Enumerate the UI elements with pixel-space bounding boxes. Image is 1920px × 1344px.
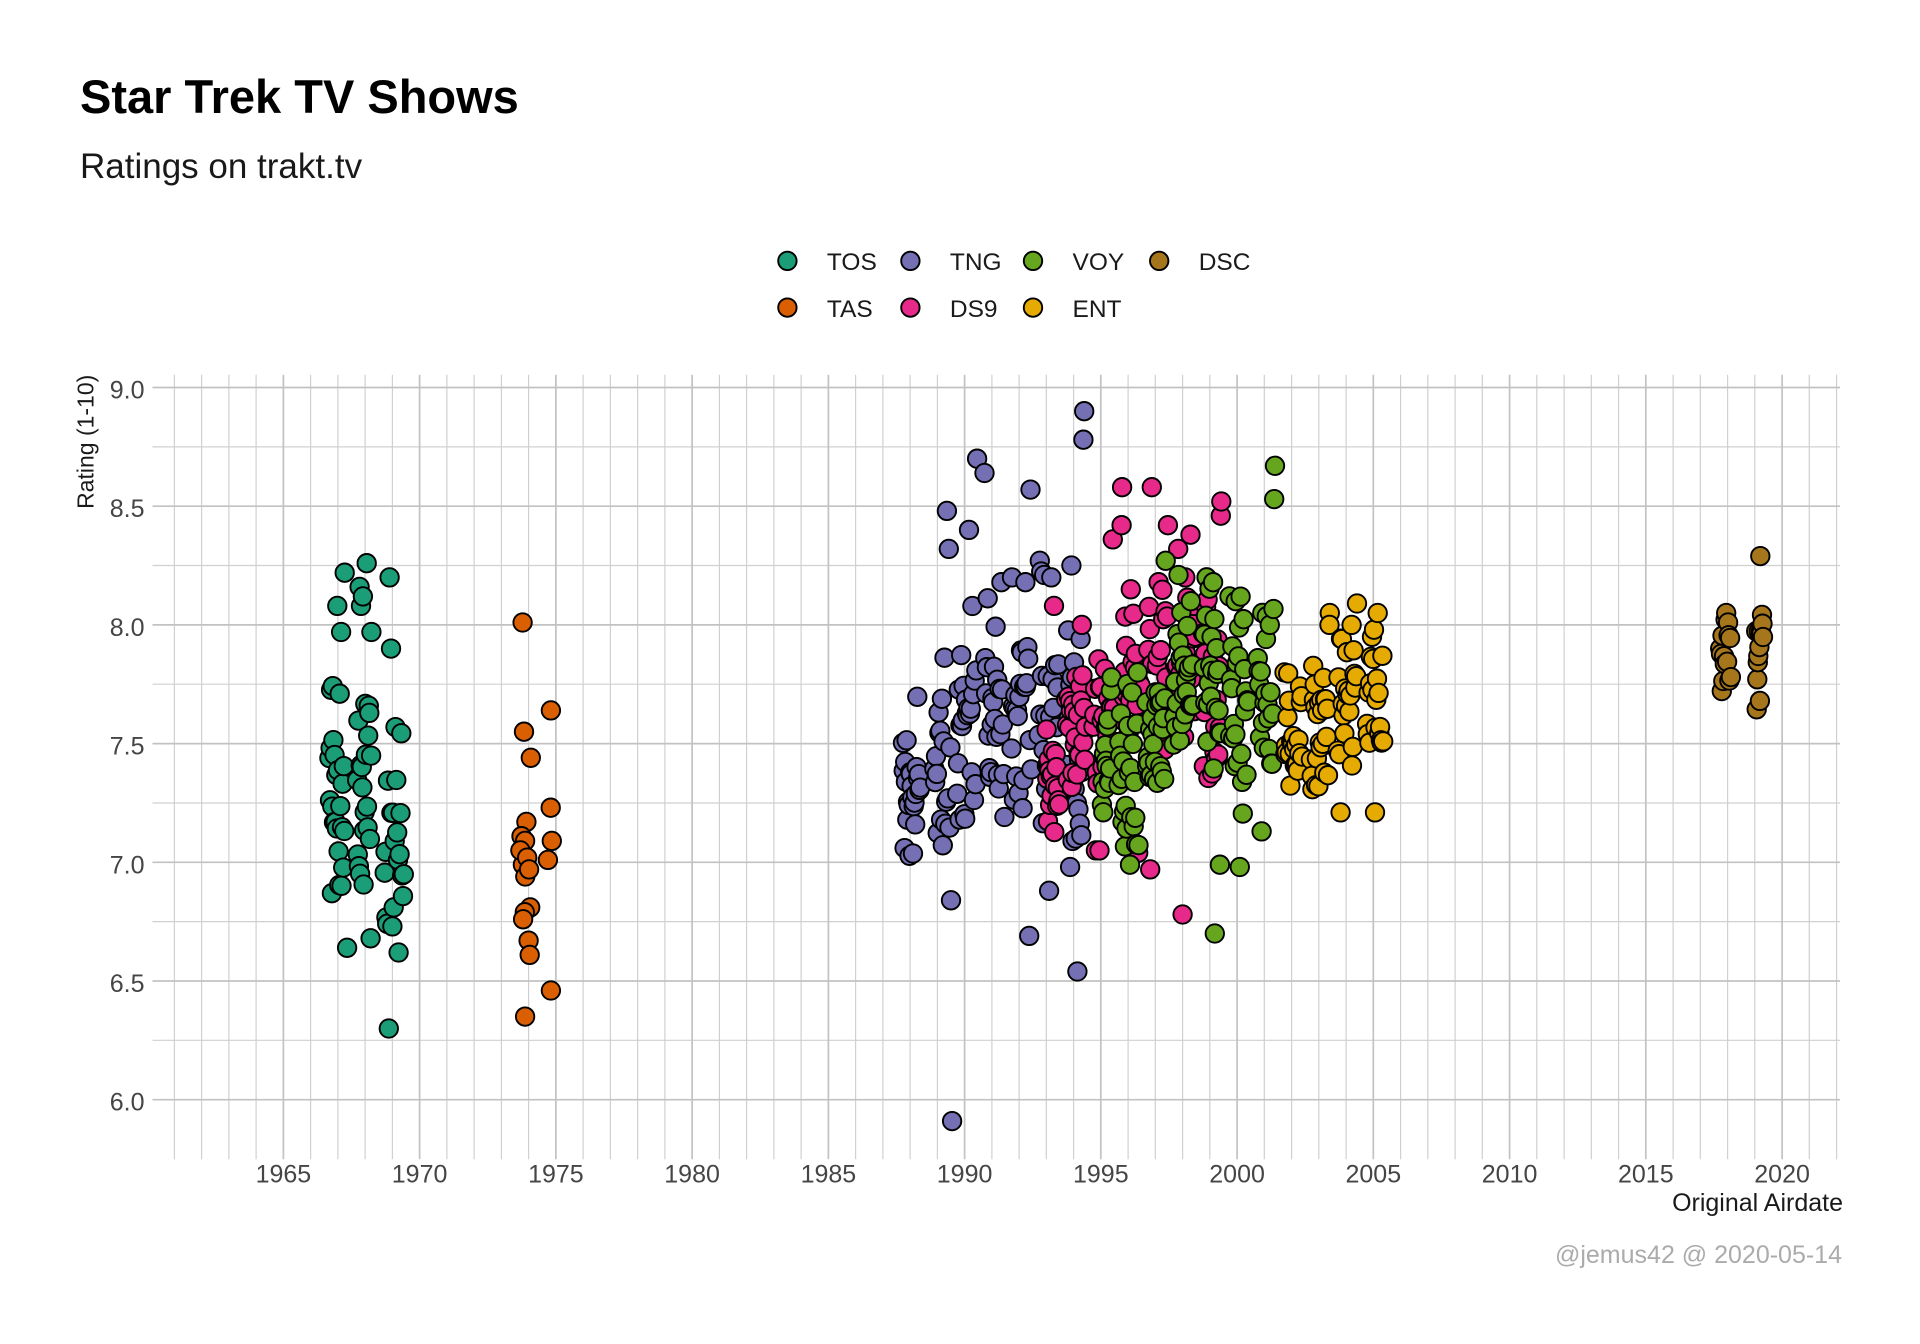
svg-text:1990: 1990 [937,1161,993,1189]
svg-text:Star Trek TV Shows: Star Trek TV Shows [80,70,519,123]
svg-text:TAS: TAS [827,296,873,323]
svg-text:DSC: DSC [1199,249,1251,276]
svg-text:1970: 1970 [392,1161,448,1189]
svg-text:6.5: 6.5 [110,970,145,998]
svg-text:TNG: TNG [950,249,1002,276]
svg-text:@jemus42 @ 2020-05-14: @jemus42 @ 2020-05-14 [1555,1241,1842,1269]
svg-text:2005: 2005 [1345,1161,1401,1189]
svg-text:1980: 1980 [664,1161,720,1189]
svg-text:9.0: 9.0 [110,377,145,405]
svg-text:2015: 2015 [1618,1161,1674,1189]
svg-text:2020: 2020 [1754,1161,1810,1189]
svg-text:DS9: DS9 [950,296,998,323]
svg-text:ENT: ENT [1073,296,1122,323]
svg-text:7.5: 7.5 [110,733,145,761]
svg-text:1965: 1965 [256,1161,312,1189]
svg-text:2000: 2000 [1209,1161,1265,1189]
svg-text:2010: 2010 [1482,1161,1538,1189]
svg-text:Rating (1-10): Rating (1-10) [73,375,99,509]
svg-text:8.5: 8.5 [110,495,145,523]
svg-text:8.0: 8.0 [110,614,145,642]
svg-text:Ratings on trakt.tv: Ratings on trakt.tv [80,147,363,186]
svg-text:TOS: TOS [827,249,877,276]
svg-text:Original Airdate: Original Airdate [1672,1189,1843,1217]
svg-text:1975: 1975 [528,1161,584,1189]
svg-text:6.0: 6.0 [110,1089,145,1117]
svg-text:7.0: 7.0 [110,851,145,879]
svg-text:1995: 1995 [1073,1161,1129,1189]
svg-text:VOY: VOY [1073,249,1125,276]
svg-text:1985: 1985 [801,1161,857,1189]
